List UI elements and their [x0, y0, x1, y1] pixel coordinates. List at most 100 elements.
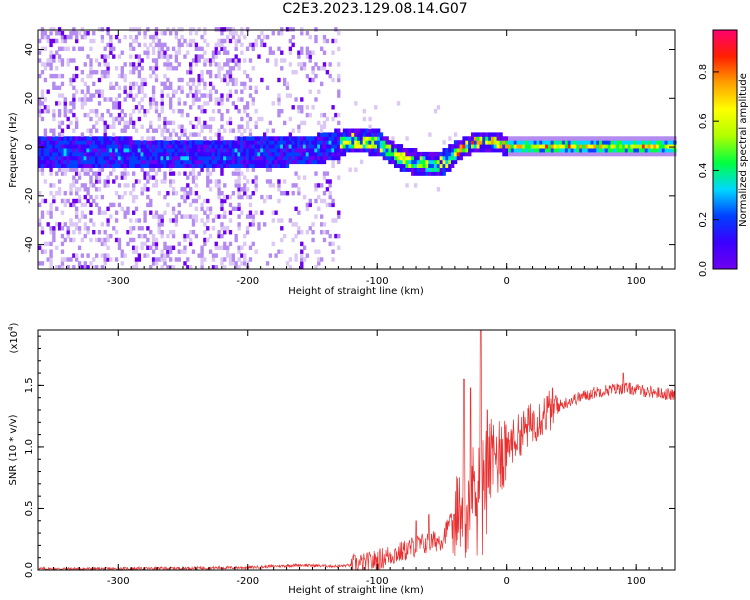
spectrogram-cell — [83, 140, 87, 145]
spectrogram-cell — [197, 58, 201, 63]
spectrogram-cell — [123, 191, 127, 196]
spectrogram-cell — [396, 151, 401, 157]
spectrogram-cell — [123, 120, 127, 126]
spectrogram-cell — [86, 187, 90, 192]
spectrogram-cell — [103, 54, 107, 59]
spectrogram-cell — [613, 136, 617, 141]
spectrogram-cell — [63, 112, 67, 118]
spectrogram-cell — [254, 120, 258, 126]
spectrogram-cell — [405, 163, 409, 168]
spectrogram-cell — [40, 226, 45, 231]
spectrogram-cell — [223, 140, 227, 145]
spectrogram-cell — [214, 50, 218, 55]
spectrogram-cell — [334, 148, 338, 153]
spectrogram-cell — [134, 27, 139, 32]
spectrogram-cell — [103, 120, 107, 126]
spectrogram-cell — [189, 148, 193, 153]
spectrogram-cell — [103, 144, 107, 149]
spectrogram-cell — [77, 46, 82, 51]
spectrogram-cell — [234, 206, 238, 211]
spectrogram-cell — [280, 144, 284, 149]
spectrogram-cell — [63, 109, 67, 114]
spectrogram-cell — [197, 171, 201, 176]
spectrogram-cell — [433, 159, 438, 165]
spectrogram-cell — [243, 148, 247, 153]
spectrogram-cell — [154, 62, 159, 67]
spectrogram-cell — [89, 159, 93, 165]
spectrogram-cell — [123, 183, 127, 188]
spectrogram-cell — [52, 58, 56, 63]
spectrogram-cell — [240, 261, 244, 266]
spectrogram-cell — [305, 50, 310, 55]
spectrogram-cell — [297, 159, 301, 165]
snr-y-tick-label: 0.0 — [24, 562, 35, 578]
spectrogram-cell — [607, 151, 612, 157]
spectrogram-cell — [627, 140, 631, 145]
spectrogram-cell — [297, 109, 301, 114]
spectrogram-cell — [43, 77, 48, 83]
spectrogram-cell — [436, 163, 441, 168]
spectrogram-cell — [100, 151, 105, 157]
spectrogram-cell — [251, 151, 255, 157]
spectrogram-cell — [106, 54, 110, 59]
spectrogram-cell — [291, 148, 295, 153]
spectrogram-cell — [157, 226, 161, 231]
spectrogram-cell — [283, 136, 287, 141]
spectrogram-cell — [43, 163, 48, 168]
spectrogram-cell — [451, 144, 455, 149]
spectrogram-cell — [60, 144, 65, 149]
spectrogram-cell — [89, 194, 93, 200]
spectrogram-cell — [616, 140, 620, 145]
spectrogram-cell — [103, 70, 107, 75]
spectrogram-cell — [493, 140, 498, 145]
spectrogram-cell — [154, 140, 159, 145]
spectrogram-cell — [157, 144, 161, 149]
spectrogram-cell — [151, 144, 156, 149]
spectrogram-cell — [206, 171, 210, 176]
spectrogram-cell — [320, 128, 324, 133]
spectrogram-cell — [106, 97, 110, 102]
spectrogram-cell — [154, 128, 159, 133]
spectrogram-cell — [95, 187, 99, 192]
spectrogram-cell — [553, 140, 557, 145]
spectrogram-cell — [169, 54, 173, 59]
spectrogram-cell — [186, 159, 190, 165]
spectrogram-cell — [189, 159, 193, 165]
spectrogram-cell — [425, 163, 429, 168]
spectrogram-cell — [194, 124, 199, 129]
spectrogram-cell — [331, 218, 335, 223]
spectrogram-cell — [644, 151, 649, 157]
spectrogram-cell — [465, 151, 469, 157]
spectrogram-cell — [468, 151, 472, 157]
spectrogram-cell — [189, 62, 193, 67]
spectrogram-cell — [211, 140, 216, 145]
spectrogram-cell — [183, 214, 187, 219]
spectrogram-cell — [57, 109, 62, 114]
spectrogram-cell — [445, 151, 449, 157]
spectrogram-cell — [641, 140, 646, 145]
spectrogram-cell — [542, 148, 546, 153]
spectrogram-cell — [305, 112, 310, 118]
spectrogram-cell — [536, 140, 540, 145]
spectrogram-cell — [77, 136, 82, 141]
spectrogram-cell — [154, 155, 159, 161]
spectrogram-cell — [57, 159, 62, 165]
spectrogram-cell — [240, 97, 244, 102]
spectrogram-cell — [433, 171, 438, 176]
spectrogram-cell — [75, 226, 79, 231]
spectrogram-cell — [137, 148, 142, 153]
spectrogram-cell — [80, 148, 85, 153]
spectrogram-cell — [633, 136, 637, 141]
spectrogram-cell — [117, 85, 122, 90]
spectrogram-cell — [189, 85, 193, 90]
spectrogram-cell — [211, 148, 216, 153]
spectrogram-cell — [314, 34, 318, 40]
spectrogram-cell — [103, 46, 107, 51]
spectrogram-cell — [154, 148, 159, 153]
spectrogram-cell — [177, 148, 181, 153]
spectrogram-cell — [502, 151, 506, 157]
spectrogram-cell — [300, 27, 304, 32]
spectrogram-cell — [86, 198, 90, 204]
spectrogram-cell — [294, 144, 298, 149]
spectrogram-cell — [311, 151, 315, 157]
